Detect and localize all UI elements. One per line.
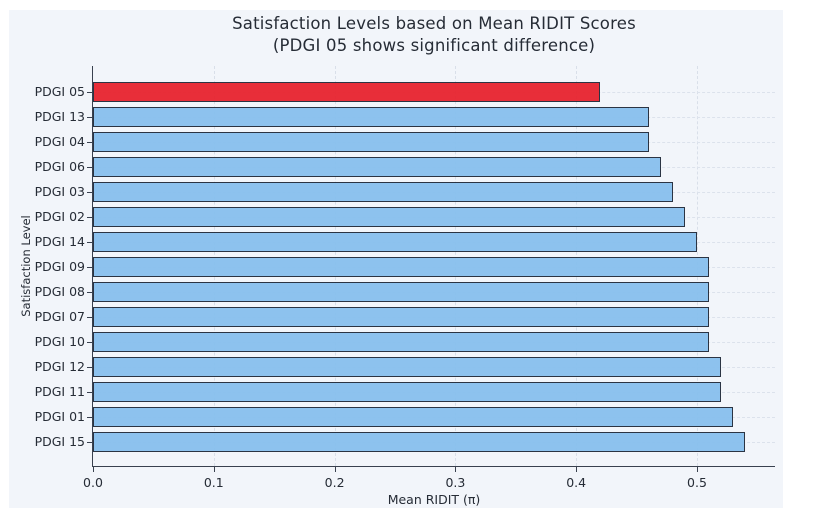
x-tick-label: 0.0 [83,475,103,490]
chart-figure: Satisfaction Levels based on Mean RIDIT … [9,10,783,508]
y-tick-label: PDGI 05 [34,84,85,99]
y-tick-mark [87,442,92,443]
chart-title: Satisfaction Levels based on Mean RIDIT … [232,14,636,33]
y-tick-mark [87,167,92,168]
y-tick-mark [87,292,92,293]
x-tick-mark [576,467,578,472]
y-tick-mark [87,242,92,243]
bar [93,307,710,327]
y-tick-mark [87,217,92,218]
bar [93,232,697,252]
y-tick-label: PDGI 14 [34,234,85,249]
x-tick-mark [697,467,698,472]
y-tick-label: PDGI 03 [34,184,85,199]
bar [93,182,673,202]
x-tick-mark [93,467,94,472]
x-tick-label: 0.4 [566,475,587,490]
bar [93,282,710,302]
y-tick-label: PDGI 09 [34,259,85,274]
x-tick-label: 0.5 [687,475,707,490]
bar [93,332,710,352]
bar [93,107,649,127]
y-tick-mark [87,342,92,343]
y-tick-label: PDGI 02 [34,209,85,224]
x-tick-label: 0.1 [203,475,224,490]
y-tick-mark [87,317,92,318]
y-tick-mark [87,142,92,143]
y-tick-mark [87,367,92,368]
x-tick-label: 0.2 [324,475,345,490]
y-tick-label: PDGI 15 [34,434,85,449]
y-axis-spine [92,66,93,466]
y-tick-mark [87,267,92,268]
bar [93,257,710,277]
x-tick-mark [455,467,457,472]
bar [93,407,734,427]
plot-area: PDGI 05 PDGI 13 PDGI 04 PDGI 06 PDGI 03 PDGI … [35,66,775,490]
x-axis-label: Mean RIDIT (π) [387,492,481,507]
y-tick-mark [87,392,92,393]
x-tick-mark [213,467,215,472]
chart-subtitle: (PDGI 05 shows significant difference) [272,36,596,55]
bar [93,132,649,152]
x-tick-mark [334,467,336,472]
bar [93,207,685,227]
y-tick-label: PDGI 01 [34,409,85,424]
y-tick-mark [87,192,92,193]
y-tick-label: PDGI 10 [34,334,85,349]
y-tick-label: PDGI 12 [34,359,85,374]
bar [93,357,722,377]
y-tick-label: PDGI 13 [34,109,85,124]
bar [93,82,601,102]
bar [93,382,722,402]
y-tick-label: PDGI 04 [34,134,85,149]
y-tick-mark [87,92,92,93]
y-tick-label: PDGI 11 [34,384,85,399]
bar [93,432,746,452]
y-tick-mark [87,417,92,418]
x-tick-label: 0.3 [445,475,466,490]
y-tick-mark [87,117,92,118]
x-axis-spine [92,466,775,467]
y-tick-label: PDGI 08 [34,284,85,299]
y-tick-label: PDGI 06 [34,159,85,174]
y-tick-label: PDGI 07 [34,309,85,324]
bar [93,157,661,177]
